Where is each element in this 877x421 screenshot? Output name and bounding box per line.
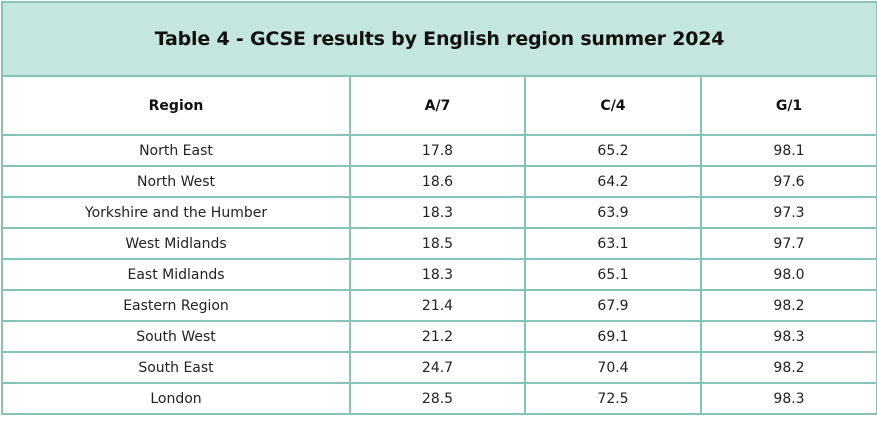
table-row: Eastern Region 21.4 67.9 98.2 [1, 289, 877, 322]
table-row: East Midlands 18.3 65.1 98.0 [1, 258, 877, 291]
table-header-row: Region A/7 C/4 G/1 [1, 75, 877, 136]
g1-cell: 98.2 [699, 289, 877, 322]
table-row: London 28.5 72.5 98.3 [1, 382, 877, 415]
c4-cell: 64.2 [524, 165, 702, 198]
a7-cell: 18.3 [349, 258, 526, 291]
column-header-g1: G/1 [699, 75, 877, 136]
a7-cell: 18.5 [349, 227, 526, 260]
c4-cell: 65.2 [524, 134, 702, 167]
a7-cell: 21.4 [349, 289, 526, 322]
c4-cell: 65.1 [524, 258, 702, 291]
table-row: North West 18.6 64.2 97.6 [1, 165, 877, 198]
region-cell: London [1, 382, 351, 415]
region-cell: South East [1, 351, 351, 384]
g1-cell: 98.0 [699, 258, 877, 291]
table-title-row: Table 4 - GCSE results by English region… [0, 1, 877, 77]
region-cell: North East [1, 134, 351, 167]
c4-cell: 67.9 [524, 289, 702, 322]
region-cell: West Midlands [1, 227, 351, 260]
region-cell: Eastern Region [1, 289, 351, 322]
a7-cell: 17.8 [349, 134, 526, 167]
a7-cell: 24.7 [349, 351, 526, 384]
c4-cell: 70.4 [524, 351, 702, 384]
region-cell: North West [1, 165, 351, 198]
a7-cell: 21.2 [349, 320, 526, 353]
table-row: Yorkshire and the Humber 18.3 63.9 97.3 [1, 196, 877, 229]
column-header-a7: A/7 [349, 75, 526, 136]
g1-cell: 98.1 [699, 134, 877, 167]
g1-cell: 98.3 [699, 382, 877, 415]
a7-cell: 18.6 [349, 165, 526, 198]
table-row: North East 17.8 65.2 98.1 [1, 134, 877, 167]
column-header-region: Region [1, 75, 351, 136]
column-header-c4: C/4 [524, 75, 702, 136]
region-cell: South West [1, 320, 351, 353]
table-row: West Midlands 18.5 63.1 97.7 [1, 227, 877, 260]
c4-cell: 63.9 [524, 196, 702, 229]
g1-cell: 97.6 [699, 165, 877, 198]
g1-cell: 97.7 [699, 227, 877, 260]
g1-cell: 98.3 [699, 320, 877, 353]
a7-cell: 28.5 [349, 382, 526, 415]
g1-cell: 97.3 [699, 196, 877, 229]
table-row: South East 24.7 70.4 98.2 [1, 351, 877, 384]
region-cell: East Midlands [1, 258, 351, 291]
c4-cell: 72.5 [524, 382, 702, 415]
g1-cell: 98.2 [699, 351, 877, 384]
c4-cell: 63.1 [524, 227, 702, 260]
a7-cell: 18.3 [349, 196, 526, 229]
region-cell: Yorkshire and the Humber [1, 196, 351, 229]
c4-cell: 69.1 [524, 320, 702, 353]
table-title: Table 4 - GCSE results by English region… [0, 1, 877, 77]
table-row: South West 21.2 69.1 98.3 [1, 320, 877, 353]
